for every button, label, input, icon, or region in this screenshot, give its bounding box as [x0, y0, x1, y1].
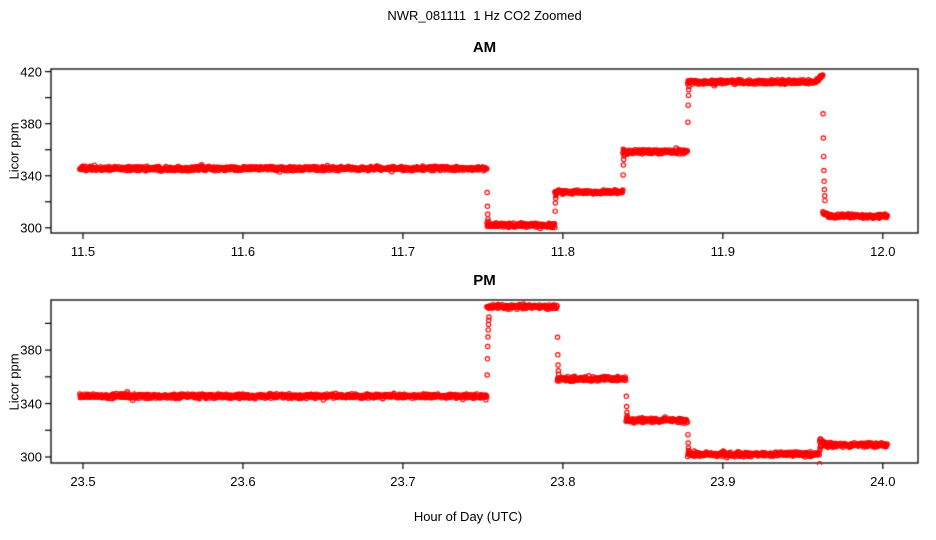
y-tick-label: 340: [20, 396, 42, 412]
panel-am-y-axis-label: Licor ppm: [6, 122, 22, 180]
x-tick-label: 23.9: [710, 474, 736, 489]
panel-pm-title: PM: [473, 272, 496, 289]
x-tick-label: 23.7: [390, 474, 416, 489]
y-tick-label: 340: [20, 168, 42, 184]
figure-title: NWR_081111 1 Hz CO2 Zoomed: [387, 8, 582, 23]
y-tick-label: 420: [20, 64, 42, 80]
x-tick-label: 11.9: [710, 244, 736, 259]
x-tick-label: 11.7: [390, 244, 416, 259]
y-tick-label: 300: [20, 449, 42, 465]
x-tick-label: 11.5: [70, 244, 96, 259]
y-tick-label: 300: [20, 220, 42, 236]
x-tick-label: 24.0: [870, 474, 896, 489]
x-tick-label: 11.8: [550, 244, 576, 259]
x-tick-label: 11.6: [230, 244, 256, 259]
y-tick-label: 380: [20, 116, 42, 132]
x-axis-label: Hour of Day (UTC): [413, 509, 523, 524]
y-tick-label: 380: [20, 342, 42, 358]
x-tick-label: 23.5: [70, 474, 96, 489]
x-tick-label: 23.6: [230, 474, 256, 489]
panel-pm-y-axis-label: Licor ppm: [6, 353, 22, 411]
x-tick-label: 12.0: [870, 244, 896, 259]
x-tick-label: 23.8: [550, 474, 576, 489]
panel-am-title: AM: [472, 39, 497, 56]
